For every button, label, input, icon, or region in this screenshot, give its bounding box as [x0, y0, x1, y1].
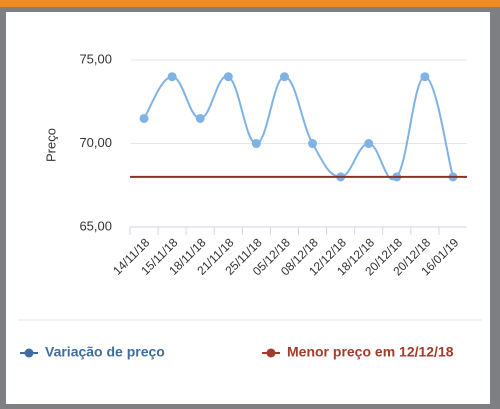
y-tick-label: 70,00: [79, 135, 112, 150]
point: [279, 72, 289, 82]
point: [420, 72, 430, 82]
point: [139, 113, 149, 123]
y-axis-label: Preço: [43, 128, 58, 162]
legend-marker: [24, 348, 34, 358]
legend-label: Variação de preço: [45, 344, 165, 360]
point: [195, 113, 205, 123]
point: [223, 72, 233, 82]
top-bar: [0, 0, 500, 7]
card: [6, 12, 490, 404]
point: [167, 72, 177, 82]
point: [251, 139, 261, 149]
y-tick-label: 65,00: [79, 218, 112, 233]
point: [364, 139, 374, 149]
point: [308, 139, 318, 149]
legend-label: Menor preço em 12/12/18: [287, 344, 454, 360]
legend-marker: [266, 348, 276, 358]
y-tick-label: 75,00: [79, 51, 112, 66]
